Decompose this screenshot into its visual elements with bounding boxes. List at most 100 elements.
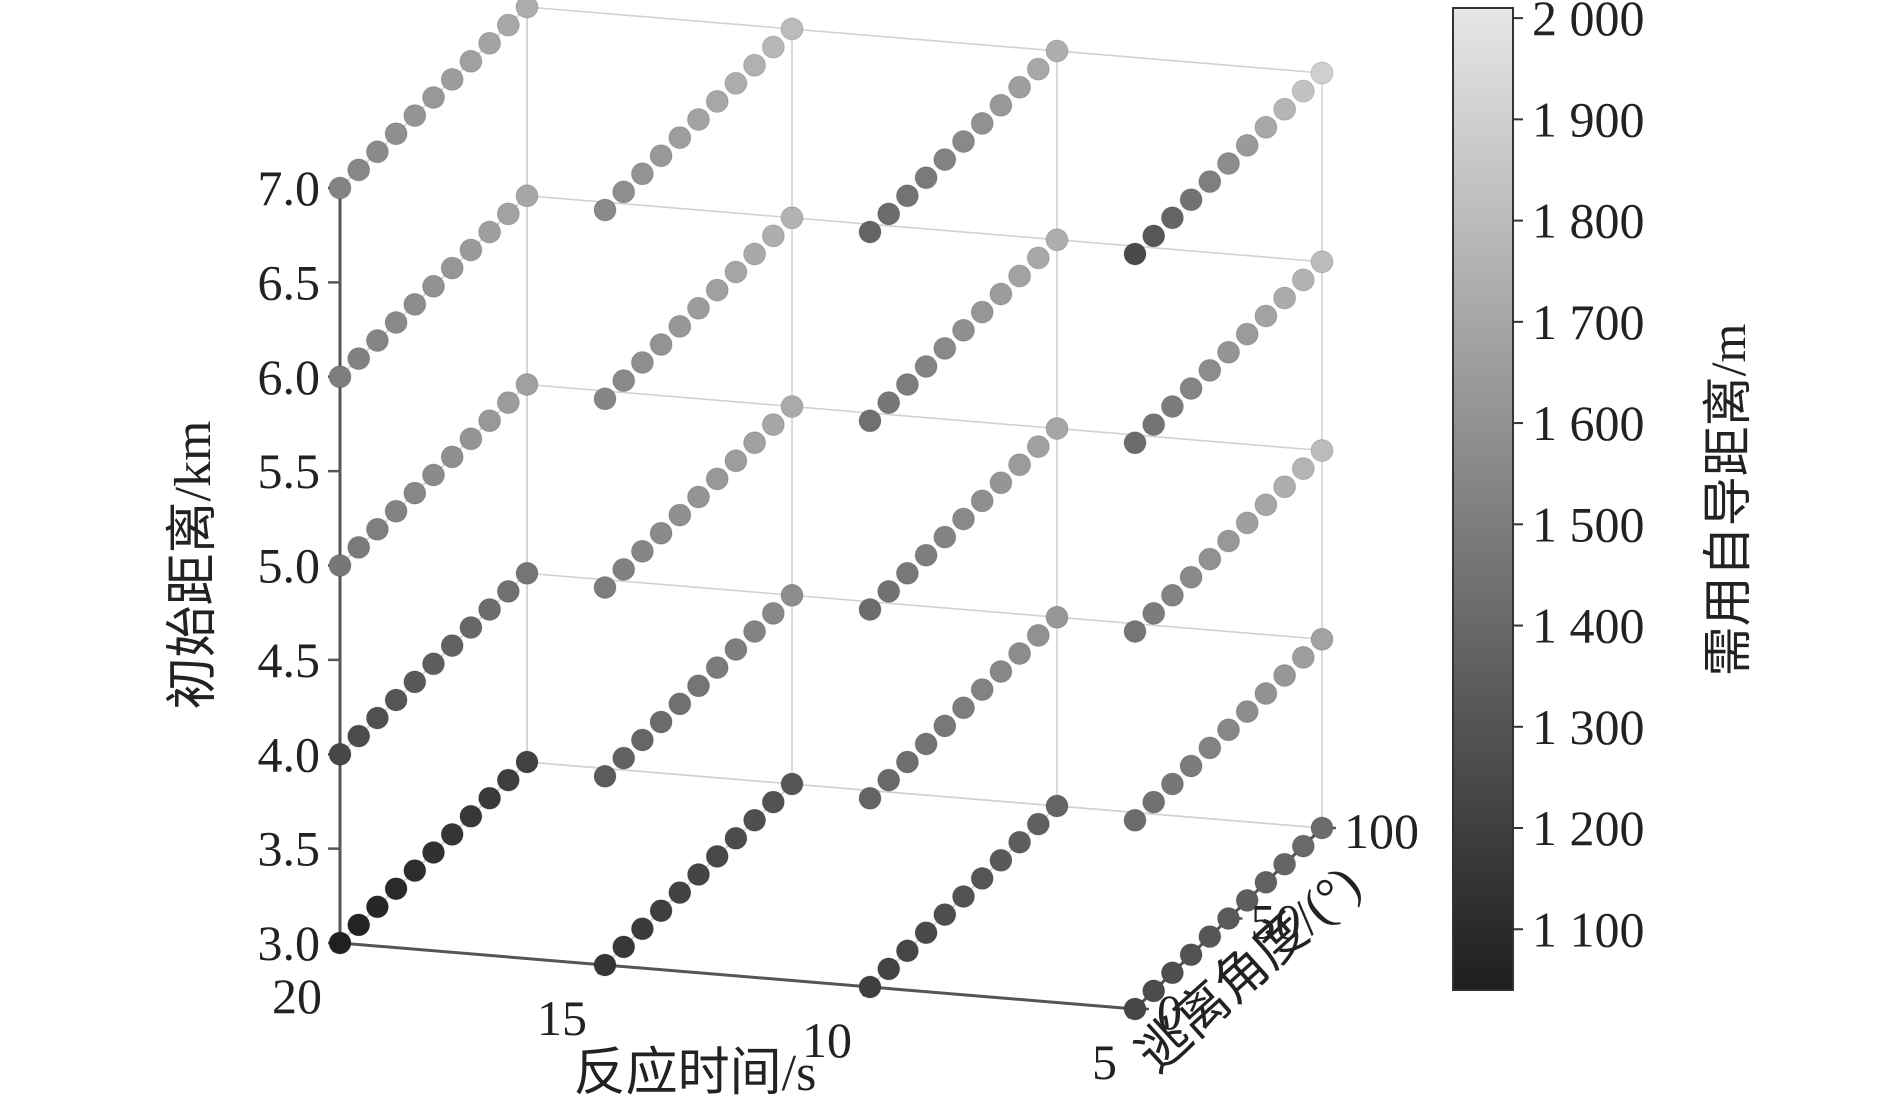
data-point: [743, 620, 767, 643]
data-point: [440, 67, 464, 91]
data-point: [970, 111, 994, 135]
data-point: [1045, 417, 1069, 440]
data-point: [1160, 772, 1184, 796]
data-point: [1310, 61, 1334, 85]
data-point: [440, 256, 464, 280]
data-point: [1217, 152, 1240, 175]
data-point: [1179, 754, 1203, 778]
data-point: [422, 274, 445, 298]
x-tick-label: 10: [802, 1012, 852, 1068]
data-point: [743, 242, 767, 266]
data-point: [1123, 620, 1147, 643]
data-point: [1026, 812, 1050, 836]
data-point: [593, 576, 617, 599]
grid-line: [526, 761, 1323, 829]
data-point: [914, 543, 938, 567]
colorbar-tick-label: 1 600: [1532, 395, 1645, 451]
x-tick-label: 20: [272, 968, 322, 1024]
x-tick-label: 5: [1092, 1034, 1117, 1090]
grid-line: [526, 6, 1323, 74]
data-point: [593, 387, 617, 411]
data-point: [1310, 439, 1334, 462]
data-point: [1160, 583, 1184, 607]
data-point: [914, 355, 938, 378]
data-point: [1273, 286, 1297, 310]
data-point: [328, 176, 352, 200]
data-point: [687, 674, 710, 698]
data-point: [780, 583, 804, 607]
data-point: [630, 728, 654, 752]
data-point: [933, 525, 957, 549]
data-point: [989, 660, 1013, 683]
data-point: [365, 329, 389, 352]
data-point: [612, 935, 636, 959]
data-point: [761, 790, 785, 814]
data-point: [496, 202, 520, 226]
data-point: [1217, 340, 1240, 364]
data-point: [1008, 642, 1032, 665]
data-point: [914, 921, 938, 945]
data-point: [1310, 816, 1334, 840]
data-point: [724, 260, 748, 284]
data-point: [895, 184, 919, 208]
data-point: [1291, 457, 1315, 481]
data-point: [649, 144, 673, 168]
data-point: [1045, 605, 1069, 629]
data-point: [328, 365, 352, 389]
data-point: [1142, 601, 1166, 625]
data-point: [1026, 435, 1050, 459]
data-point: [1235, 888, 1259, 912]
z-tick-label: 6.0: [258, 349, 321, 405]
data-point: [1026, 57, 1050, 81]
x-axis-line: [339, 941, 1136, 1011]
data-point: [895, 750, 919, 774]
z-tick-label: 4.0: [258, 726, 321, 782]
data-point: [780, 772, 804, 796]
data-point: [459, 427, 483, 451]
data-point: [1198, 547, 1222, 571]
data-point: [952, 130, 975, 153]
y-tick-label: 100: [1344, 803, 1419, 859]
data-point: [877, 579, 901, 603]
data-point: [668, 503, 692, 527]
z-axis-title: 初始距离/km: [165, 421, 222, 710]
z-tick-label: 6.5: [258, 254, 321, 310]
data-point: [630, 917, 654, 941]
z-tick-label: 5.5: [258, 443, 321, 499]
data-point: [1273, 664, 1297, 687]
data-point: [724, 449, 748, 473]
data-point: [668, 692, 692, 716]
data-point: [724, 71, 748, 95]
data-point: [1160, 961, 1184, 985]
grid-line: [526, 383, 1323, 452]
data-point: [989, 471, 1013, 495]
data-point: [649, 710, 673, 734]
data-point: [895, 561, 919, 585]
data-point: [440, 634, 464, 658]
grid-lines: [339, 6, 1323, 1010]
data-point: [384, 499, 408, 523]
data-point: [365, 140, 389, 164]
data-point: [1235, 322, 1259, 346]
data-point: [914, 166, 938, 190]
y-tick-label: 50: [1251, 894, 1301, 950]
data-point: [858, 409, 882, 433]
data-point: [705, 844, 729, 868]
colorbar: 1 100 1 200 1 300 1 400 1 500 1 600 1 700 1 800…: [1452, 0, 1756, 991]
data-point: [1142, 413, 1166, 437]
data-point: [630, 539, 654, 563]
data-point: [649, 521, 673, 545]
data-point: [496, 13, 520, 37]
data-point: [952, 696, 975, 720]
data-point: [668, 881, 692, 905]
x-axis-title: 反应时间/s: [574, 1045, 817, 1099]
data-point: [970, 678, 994, 702]
data-point: [347, 913, 371, 937]
data-point: [365, 517, 389, 541]
data-point: [630, 162, 654, 186]
data-point: [780, 17, 804, 41]
data-point: [668, 126, 692, 150]
colorbar-ticks: 1 100 1 200 1 300 1 400 1 500 1 600 1 700 1 800…: [1513, 0, 1645, 957]
data-point: [612, 180, 636, 204]
